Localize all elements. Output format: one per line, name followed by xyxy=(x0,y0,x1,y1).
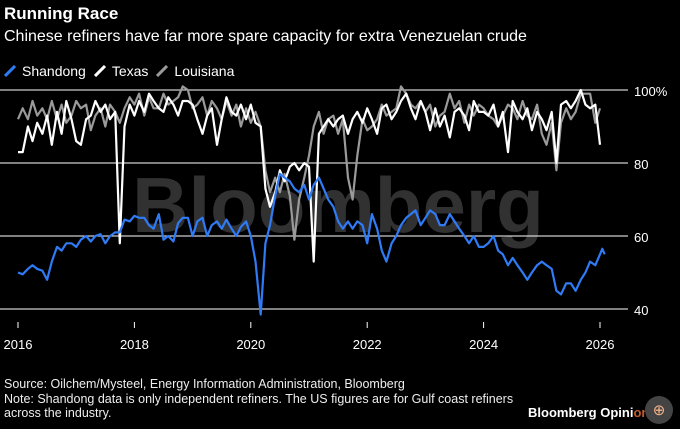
y-tick-label: 60 xyxy=(634,230,648,245)
x-tick-label: 2024 xyxy=(469,337,498,352)
y-tick-label: 100% xyxy=(634,84,668,99)
legend-label-texas: Texas xyxy=(111,63,149,79)
legend-swatch-louisiana xyxy=(156,65,169,77)
series-line-shandong xyxy=(17,172,606,316)
legend-label-shandong: Shandong xyxy=(22,63,86,79)
x-tick-label: 2020 xyxy=(236,337,265,352)
legend-item-texas: Texas xyxy=(93,63,149,79)
source-text: Source: Oilchem/Mysteel, Energy Informat… xyxy=(4,377,405,391)
series-line-texas xyxy=(18,88,602,263)
chart-subtitle: Chinese refiners have far more spare cap… xyxy=(4,28,527,45)
x-tick-label: 2026 xyxy=(586,337,615,352)
chart-title: Running Race xyxy=(4,4,119,23)
y-tick-label: 40 xyxy=(634,303,648,318)
legend-label-louisiana: Louisiana xyxy=(174,63,235,79)
legend-item-shandong: Shandong xyxy=(4,63,86,79)
x-tick-label: 2022 xyxy=(353,337,382,352)
note-text: Note: Shandong data is only independent … xyxy=(4,391,514,421)
watermark: Bloomberg xyxy=(132,161,544,249)
brand-main: Bloomberg Opini xyxy=(528,405,634,420)
x-tick-label: 2016 xyxy=(4,337,33,352)
x-tick-label: 2018 xyxy=(120,337,149,352)
y-tick-label: 80 xyxy=(634,157,648,172)
legend-swatch-texas xyxy=(93,65,106,77)
brand-badge-icon: ⊕ xyxy=(645,396,673,424)
footer: Source: Oilchem/Mysteel, Energy Informat… xyxy=(4,377,544,421)
legend-item-louisiana: Louisiana xyxy=(156,63,234,79)
brand-logo: Bloomberg Opinion xyxy=(528,405,649,420)
legend-swatch-shandong xyxy=(4,65,16,77)
legend: Shandong Texas Louisiana xyxy=(4,63,242,79)
